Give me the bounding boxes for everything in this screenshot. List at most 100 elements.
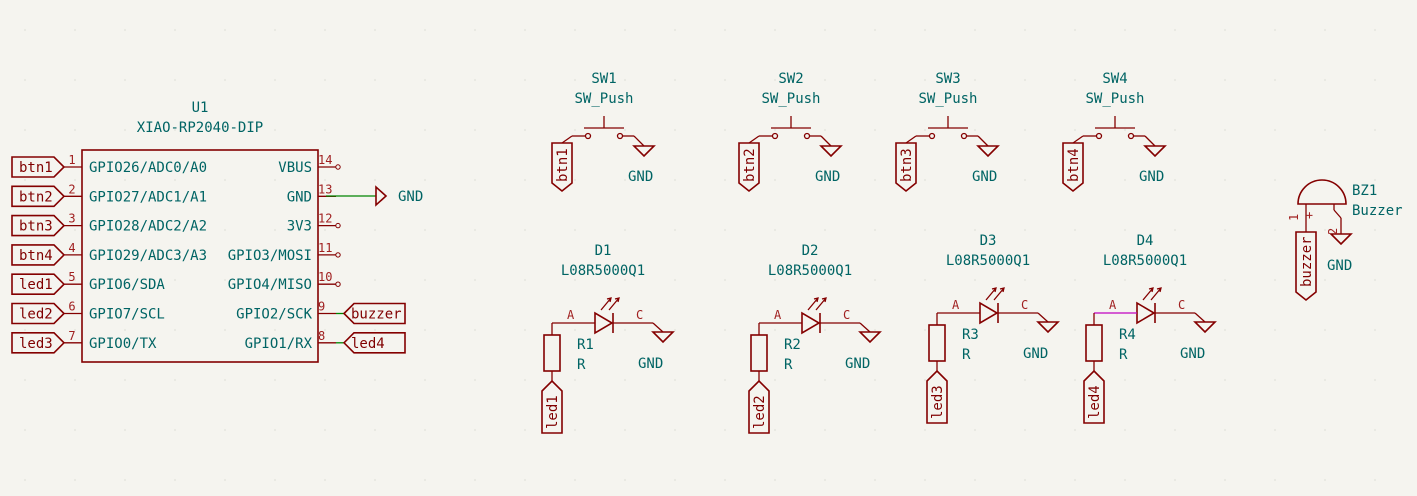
grid-dot — [1273, 178, 1277, 182]
u1-pin-9[interactable]: 9 GPIO2/SCK buzzer — [236, 300, 406, 325]
net-label-box[interactable] — [11, 214, 66, 237]
gnd-label: GND — [1139, 169, 1164, 185]
grid-dot — [1123, 178, 1127, 182]
grid-dot — [923, 278, 927, 282]
u1-pin-7[interactable]: 7 GPIO0/TX led3 — [11, 329, 157, 354]
u1-pin-name: GPIO2/SCK — [236, 307, 312, 323]
bz1-net-label-box[interactable] — [1295, 231, 1317, 302]
grid-dot — [473, 28, 477, 32]
switch-value: SW_Push — [574, 91, 633, 107]
grid-dot — [573, 378, 577, 382]
grid-dot — [373, 228, 377, 232]
grid-dot — [23, 328, 27, 332]
net-label-box[interactable] — [342, 332, 406, 354]
u1-pin-5[interactable]: 5 GPIO6/SDA led1 — [11, 270, 165, 295]
grid-dot — [1323, 328, 1327, 332]
net-label-box[interactable] — [541, 379, 563, 434]
net-label-box[interactable] — [342, 302, 406, 325]
grid-dot — [573, 28, 577, 32]
grid-dot — [723, 28, 727, 32]
grid-dot — [1373, 228, 1377, 232]
grid-dot — [273, 378, 277, 382]
grid-dot — [73, 478, 77, 482]
u1-gnd-symbol[interactable] — [375, 185, 388, 207]
u1-pin-6[interactable]: 6 GPIO7/SCL led2 — [11, 300, 165, 325]
led-light-arrow — [1150, 287, 1162, 301]
grid-dot — [523, 278, 527, 282]
gnd-symbol — [858, 331, 882, 344]
net-label-box[interactable] — [11, 332, 66, 354]
grid-dot — [523, 228, 527, 232]
net-label-box[interactable] — [1062, 142, 1084, 193]
led-cathode-mark: C — [636, 308, 643, 322]
net-label-box[interactable] — [738, 142, 760, 193]
gnd-label: GND — [1023, 346, 1048, 362]
net-label-box[interactable] — [11, 185, 66, 208]
grid-dot — [723, 178, 727, 182]
net-label-box[interactable] — [895, 142, 917, 193]
net-label-box[interactable] — [11, 273, 66, 295]
grid-dot — [1073, 428, 1077, 432]
net-label-box[interactable] — [11, 156, 66, 178]
grid-dot — [973, 428, 977, 432]
grid-dot — [73, 378, 77, 382]
net-label: btn2 — [742, 148, 758, 182]
grid-dot — [23, 78, 27, 82]
grid-dot — [673, 128, 677, 132]
switch-contact-left — [928, 132, 936, 140]
u1-pin-8[interactable]: 8 GPIO1/RX led4 — [245, 329, 406, 354]
u1-pin-3[interactable]: 3 GPIO28/ADC2/A2 btn3 — [11, 212, 207, 237]
net-label-box[interactable] — [551, 142, 573, 193]
led-cathode-mark: C — [843, 308, 850, 322]
switch-sw1[interactable]: SW1 SW_Push GND btn1 — [551, 71, 656, 193]
net-label-box[interactable] — [748, 379, 770, 434]
grid-dot — [273, 28, 277, 32]
led-light-arrow — [815, 297, 827, 311]
u1-pin-name: GPIO27/ADC1/A1 — [89, 189, 207, 205]
led-diode-triangle — [801, 311, 821, 335]
u1-pin-10[interactable]: 10 GPIO4/MISO — [228, 270, 341, 293]
grid-dot — [423, 278, 427, 282]
grid-dot — [1023, 378, 1027, 382]
grid-dot — [323, 328, 327, 332]
grid-dot — [223, 78, 227, 82]
grid-dot — [623, 428, 627, 432]
net-label-box[interactable] — [926, 369, 948, 424]
switch-sw4[interactable]: SW4 SW_Push GND btn4 — [1062, 71, 1167, 193]
led-light-arrow — [807, 297, 819, 311]
grid-dot — [73, 178, 77, 182]
grid-dot — [773, 228, 777, 232]
bz1-symbol[interactable]: GND 1 + 2 BZ1 Buzzer buzzer — [1287, 179, 1403, 302]
net-label: btn1 — [19, 160, 53, 176]
gnd-symbol — [976, 145, 1000, 158]
u1-pin-4[interactable]: 4 GPIO29/ADC3/A3 btn4 — [11, 241, 207, 266]
grid-dot — [623, 178, 627, 182]
u1-pin-11[interactable]: 11 GPIO3/MOSI — [228, 241, 341, 264]
u1-pin-14[interactable]: 14 VBUS — [278, 153, 341, 176]
grid-dot — [1223, 228, 1227, 232]
grid-dot — [673, 428, 677, 432]
grid-dot — [623, 128, 627, 132]
net-label-box[interactable] — [11, 302, 66, 325]
u1-pin-12[interactable]: 12 3V3 — [287, 212, 341, 235]
grid-dot — [1373, 278, 1377, 282]
switch-sw3[interactable]: SW3 SW_Push GND btn3 — [895, 71, 1000, 193]
grid-dot — [873, 378, 877, 382]
switch-sw2[interactable]: SW2 SW_Push GND btn2 — [738, 71, 843, 193]
u1-pin-name: GPIO7/SCL — [89, 307, 165, 323]
net-label: btn4 — [1066, 148, 1082, 182]
grid-dot — [523, 328, 527, 332]
net-label-box[interactable] — [1083, 369, 1105, 424]
u1-pin-2[interactable]: 2 GPIO27/ADC1/A1 btn2 — [11, 182, 207, 208]
led-reference: D2 — [802, 243, 819, 259]
u1-pin-1[interactable]: 1 GPIO26/ADC0/A0 btn1 — [11, 153, 207, 178]
u1-pin-13[interactable]: 13 GND — [287, 182, 336, 205]
resistor-value: R — [1119, 347, 1128, 363]
net-label-box[interactable] — [11, 244, 66, 266]
net-label: btn3 — [19, 219, 53, 235]
